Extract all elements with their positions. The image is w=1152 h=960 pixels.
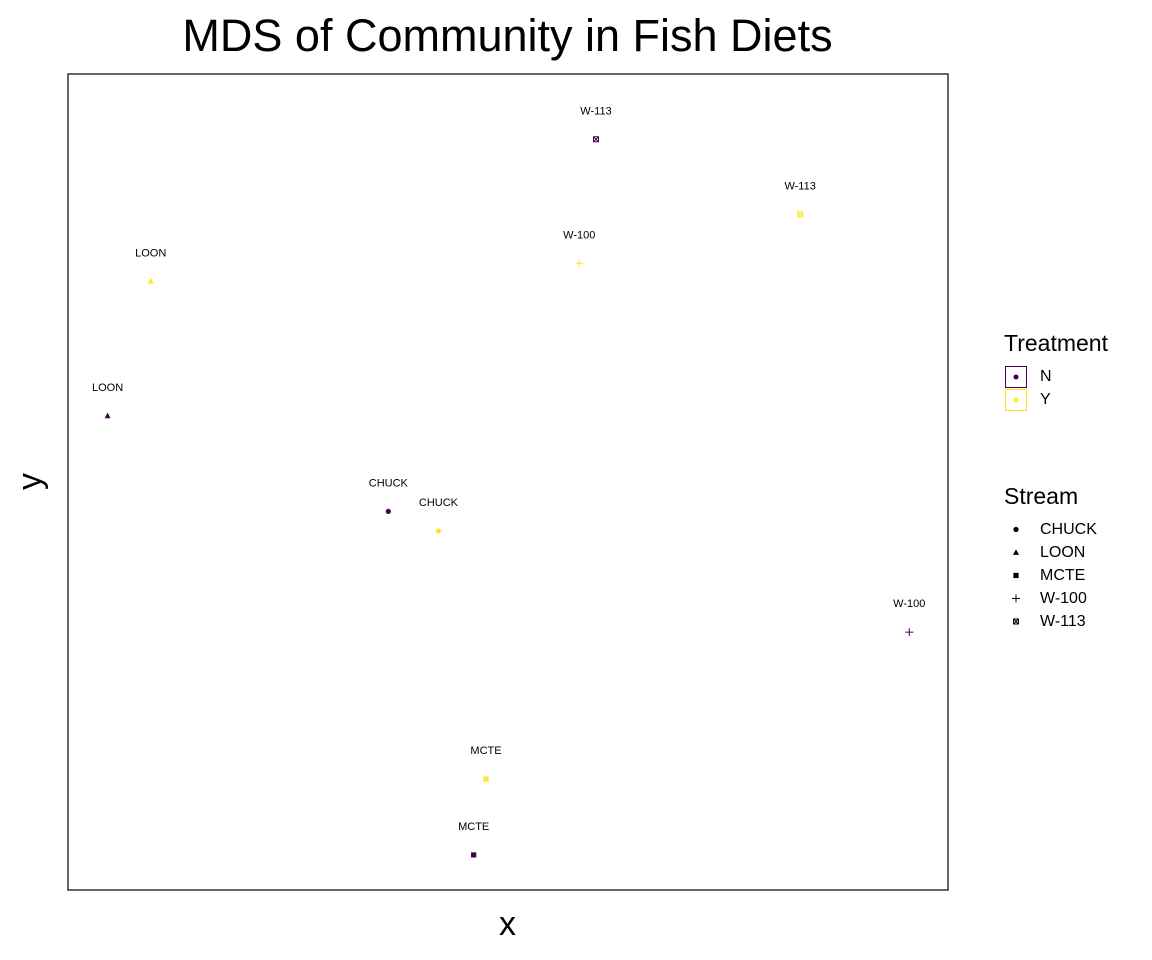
stream-legend-label: CHUCK <box>1040 520 1097 538</box>
treatment-legend-label: N <box>1040 367 1052 385</box>
data-point-w-100-n <box>905 628 914 637</box>
square-shape-icon <box>1013 572 1019 579</box>
stream-legend-label: W-100 <box>1040 589 1087 607</box>
point-label: W-113 <box>580 105 611 117</box>
treatment-legend-title: Treatment <box>1004 330 1108 356</box>
stream-legend-item-mcte: MCTE <box>1004 564 1097 587</box>
point-label: CHUCK <box>419 497 459 509</box>
point-label: W-100 <box>893 598 925 610</box>
points-layer: W-113 W-113 W-100 LOON LOON CHUCK CHUCK W-100 MC… <box>92 105 925 858</box>
data-point-w-113-y <box>797 211 804 218</box>
stream-legend-item-w113: W-113 <box>1004 610 1097 633</box>
data-point-loon-n <box>104 412 111 419</box>
point-label: LOON <box>92 382 123 394</box>
point-label: W-113 <box>784 180 815 192</box>
point-label: MCTE <box>458 821 489 833</box>
data-point-w-100-y <box>575 259 584 268</box>
point-label: LOON <box>135 247 166 259</box>
stream-legend-label: W-113 <box>1040 612 1086 630</box>
point-label: W-100 <box>563 229 595 241</box>
data-point-loon-y <box>147 277 154 284</box>
treatment-legend-item-y: Y <box>1004 388 1108 411</box>
stream-legend-item-loon: LOON <box>1004 541 1097 564</box>
stream-legend-title: Stream <box>1004 483 1079 509</box>
data-point-chuck-n <box>385 508 391 514</box>
point-label: MCTE <box>470 745 501 757</box>
y-axis-label: y <box>11 473 49 490</box>
data-point-chuck-y <box>435 528 442 534</box>
square-cross-shape-icon <box>1013 618 1019 625</box>
treatment-legend: Treatment N Y <box>1004 330 1108 411</box>
plot-panel-border <box>67 73 949 891</box>
treatment-y-key <box>1005 388 1027 411</box>
circle-shape-icon <box>1013 526 1019 533</box>
point-label: CHUCK <box>369 477 409 489</box>
treatment-n-key <box>1005 365 1027 388</box>
chart-title: MDS of Community in Fish Diets <box>182 10 833 61</box>
stream-legend: Stream CHUCK LOON MCTE W-100 W-113 <box>1004 483 1097 633</box>
plus-shape-icon <box>1012 594 1020 603</box>
triangle-shape-icon <box>1013 549 1019 555</box>
data-point-w-113-n <box>593 136 599 143</box>
stream-legend-item-w100: W-100 <box>1004 587 1097 610</box>
stream-legend-item-chuck: CHUCK <box>1004 518 1097 541</box>
data-point-mcte-y <box>483 776 489 782</box>
data-point-mcte-n <box>471 852 477 858</box>
treatment-legend-item-n: N <box>1004 365 1108 388</box>
treatment-legend-label: Y <box>1040 390 1051 408</box>
x-axis-label: x <box>499 905 516 943</box>
stream-legend-label: MCTE <box>1040 566 1086 584</box>
stream-legend-label: LOON <box>1040 543 1086 561</box>
